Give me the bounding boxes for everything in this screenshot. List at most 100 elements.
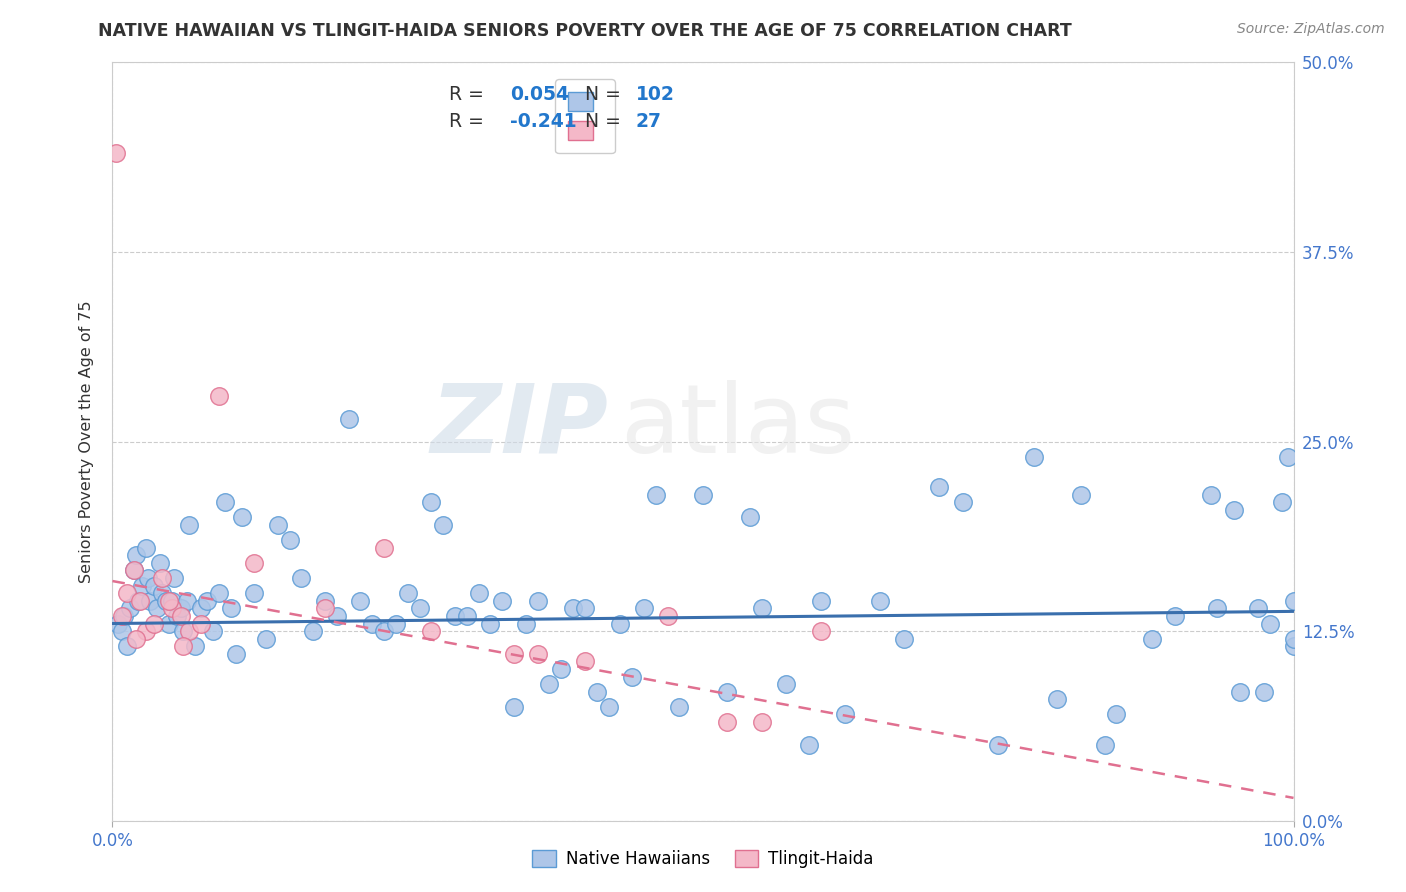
Point	[314, 601, 336, 615]
Point	[799, 738, 821, 752]
Point	[1105, 707, 1128, 722]
Point	[598, 699, 620, 714]
Point	[150, 571, 173, 585]
Point	[609, 616, 631, 631]
Point	[1199, 487, 1222, 501]
Point	[585, 685, 607, 699]
Point	[716, 685, 738, 699]
Point	[538, 677, 561, 691]
Point	[172, 624, 194, 639]
Point	[928, 480, 950, 494]
Point	[166, 608, 188, 623]
Point	[1229, 685, 1251, 699]
Point	[1282, 632, 1305, 646]
Point	[254, 632, 277, 646]
Point	[373, 541, 395, 555]
Point	[373, 624, 395, 639]
Point	[225, 647, 247, 661]
Point	[142, 616, 165, 631]
Point	[160, 601, 183, 615]
Text: NATIVE HAWAIIAN VS TLINGIT-HAIDA SENIORS POVERTY OVER THE AGE OF 75 CORRELATION : NATIVE HAWAIIAN VS TLINGIT-HAIDA SENIORS…	[98, 22, 1073, 40]
Point	[1205, 601, 1227, 615]
Point	[526, 647, 548, 661]
Point	[290, 571, 312, 585]
Point	[160, 594, 183, 608]
Point	[231, 510, 253, 524]
Point	[172, 639, 194, 653]
Point	[1164, 608, 1187, 623]
Point	[349, 594, 371, 608]
Point	[1271, 495, 1294, 509]
Text: R =: R =	[449, 112, 489, 131]
Point	[208, 586, 231, 600]
Point	[491, 594, 513, 608]
Point	[444, 608, 467, 623]
Point	[150, 586, 173, 600]
Point	[278, 533, 301, 547]
Text: 102: 102	[636, 85, 675, 103]
Point	[179, 624, 201, 639]
Point	[740, 510, 762, 524]
Point	[621, 669, 644, 683]
Text: Source: ZipAtlas.com: Source: ZipAtlas.com	[1237, 22, 1385, 37]
Point	[170, 601, 193, 615]
Point	[987, 738, 1010, 752]
Point	[208, 389, 231, 403]
Point	[125, 548, 148, 563]
Point	[112, 608, 135, 623]
Point	[337, 412, 360, 426]
Point	[1247, 601, 1270, 615]
Point	[869, 594, 891, 608]
Point	[1022, 450, 1045, 464]
Point	[111, 608, 134, 623]
Point	[408, 601, 430, 615]
Point	[195, 594, 218, 608]
Point	[432, 517, 454, 532]
Point	[326, 608, 349, 623]
Point	[314, 594, 336, 608]
Legend: Native Hawaiians, Tlingit-Haida: Native Hawaiians, Tlingit-Haida	[526, 843, 880, 875]
Point	[219, 601, 242, 615]
Point	[420, 495, 443, 509]
Text: ZIP: ZIP	[430, 380, 609, 473]
Point	[1282, 639, 1305, 653]
Point	[122, 564, 145, 578]
Point	[179, 517, 201, 532]
Point	[810, 594, 832, 608]
Point	[120, 601, 142, 615]
Point	[157, 616, 180, 631]
Point	[834, 707, 856, 722]
Point	[107, 616, 129, 631]
Point	[515, 616, 537, 631]
Point	[139, 594, 162, 608]
Point	[142, 579, 165, 593]
Point	[1140, 632, 1163, 646]
Point	[574, 601, 596, 615]
Point	[396, 586, 419, 600]
Point	[692, 487, 714, 501]
Point	[1046, 692, 1069, 706]
Point	[125, 632, 148, 646]
Point	[467, 586, 489, 600]
Text: N =: N =	[574, 112, 627, 131]
Y-axis label: Seniors Poverty Over the Age of 75: Seniors Poverty Over the Age of 75	[79, 301, 94, 582]
Point	[1253, 685, 1275, 699]
Point	[526, 594, 548, 608]
Point	[479, 616, 502, 631]
Text: 27: 27	[636, 112, 662, 131]
Point	[122, 564, 145, 578]
Point	[574, 655, 596, 669]
Point	[456, 608, 478, 623]
Point	[562, 601, 585, 615]
Point	[385, 616, 408, 631]
Point	[149, 556, 172, 570]
Point	[1277, 450, 1299, 464]
Point	[1094, 738, 1116, 752]
Point	[170, 608, 193, 623]
Point	[503, 699, 526, 714]
Point	[163, 571, 186, 585]
Point	[420, 624, 443, 639]
Point	[302, 624, 325, 639]
Point	[633, 601, 655, 615]
Point	[135, 541, 157, 555]
